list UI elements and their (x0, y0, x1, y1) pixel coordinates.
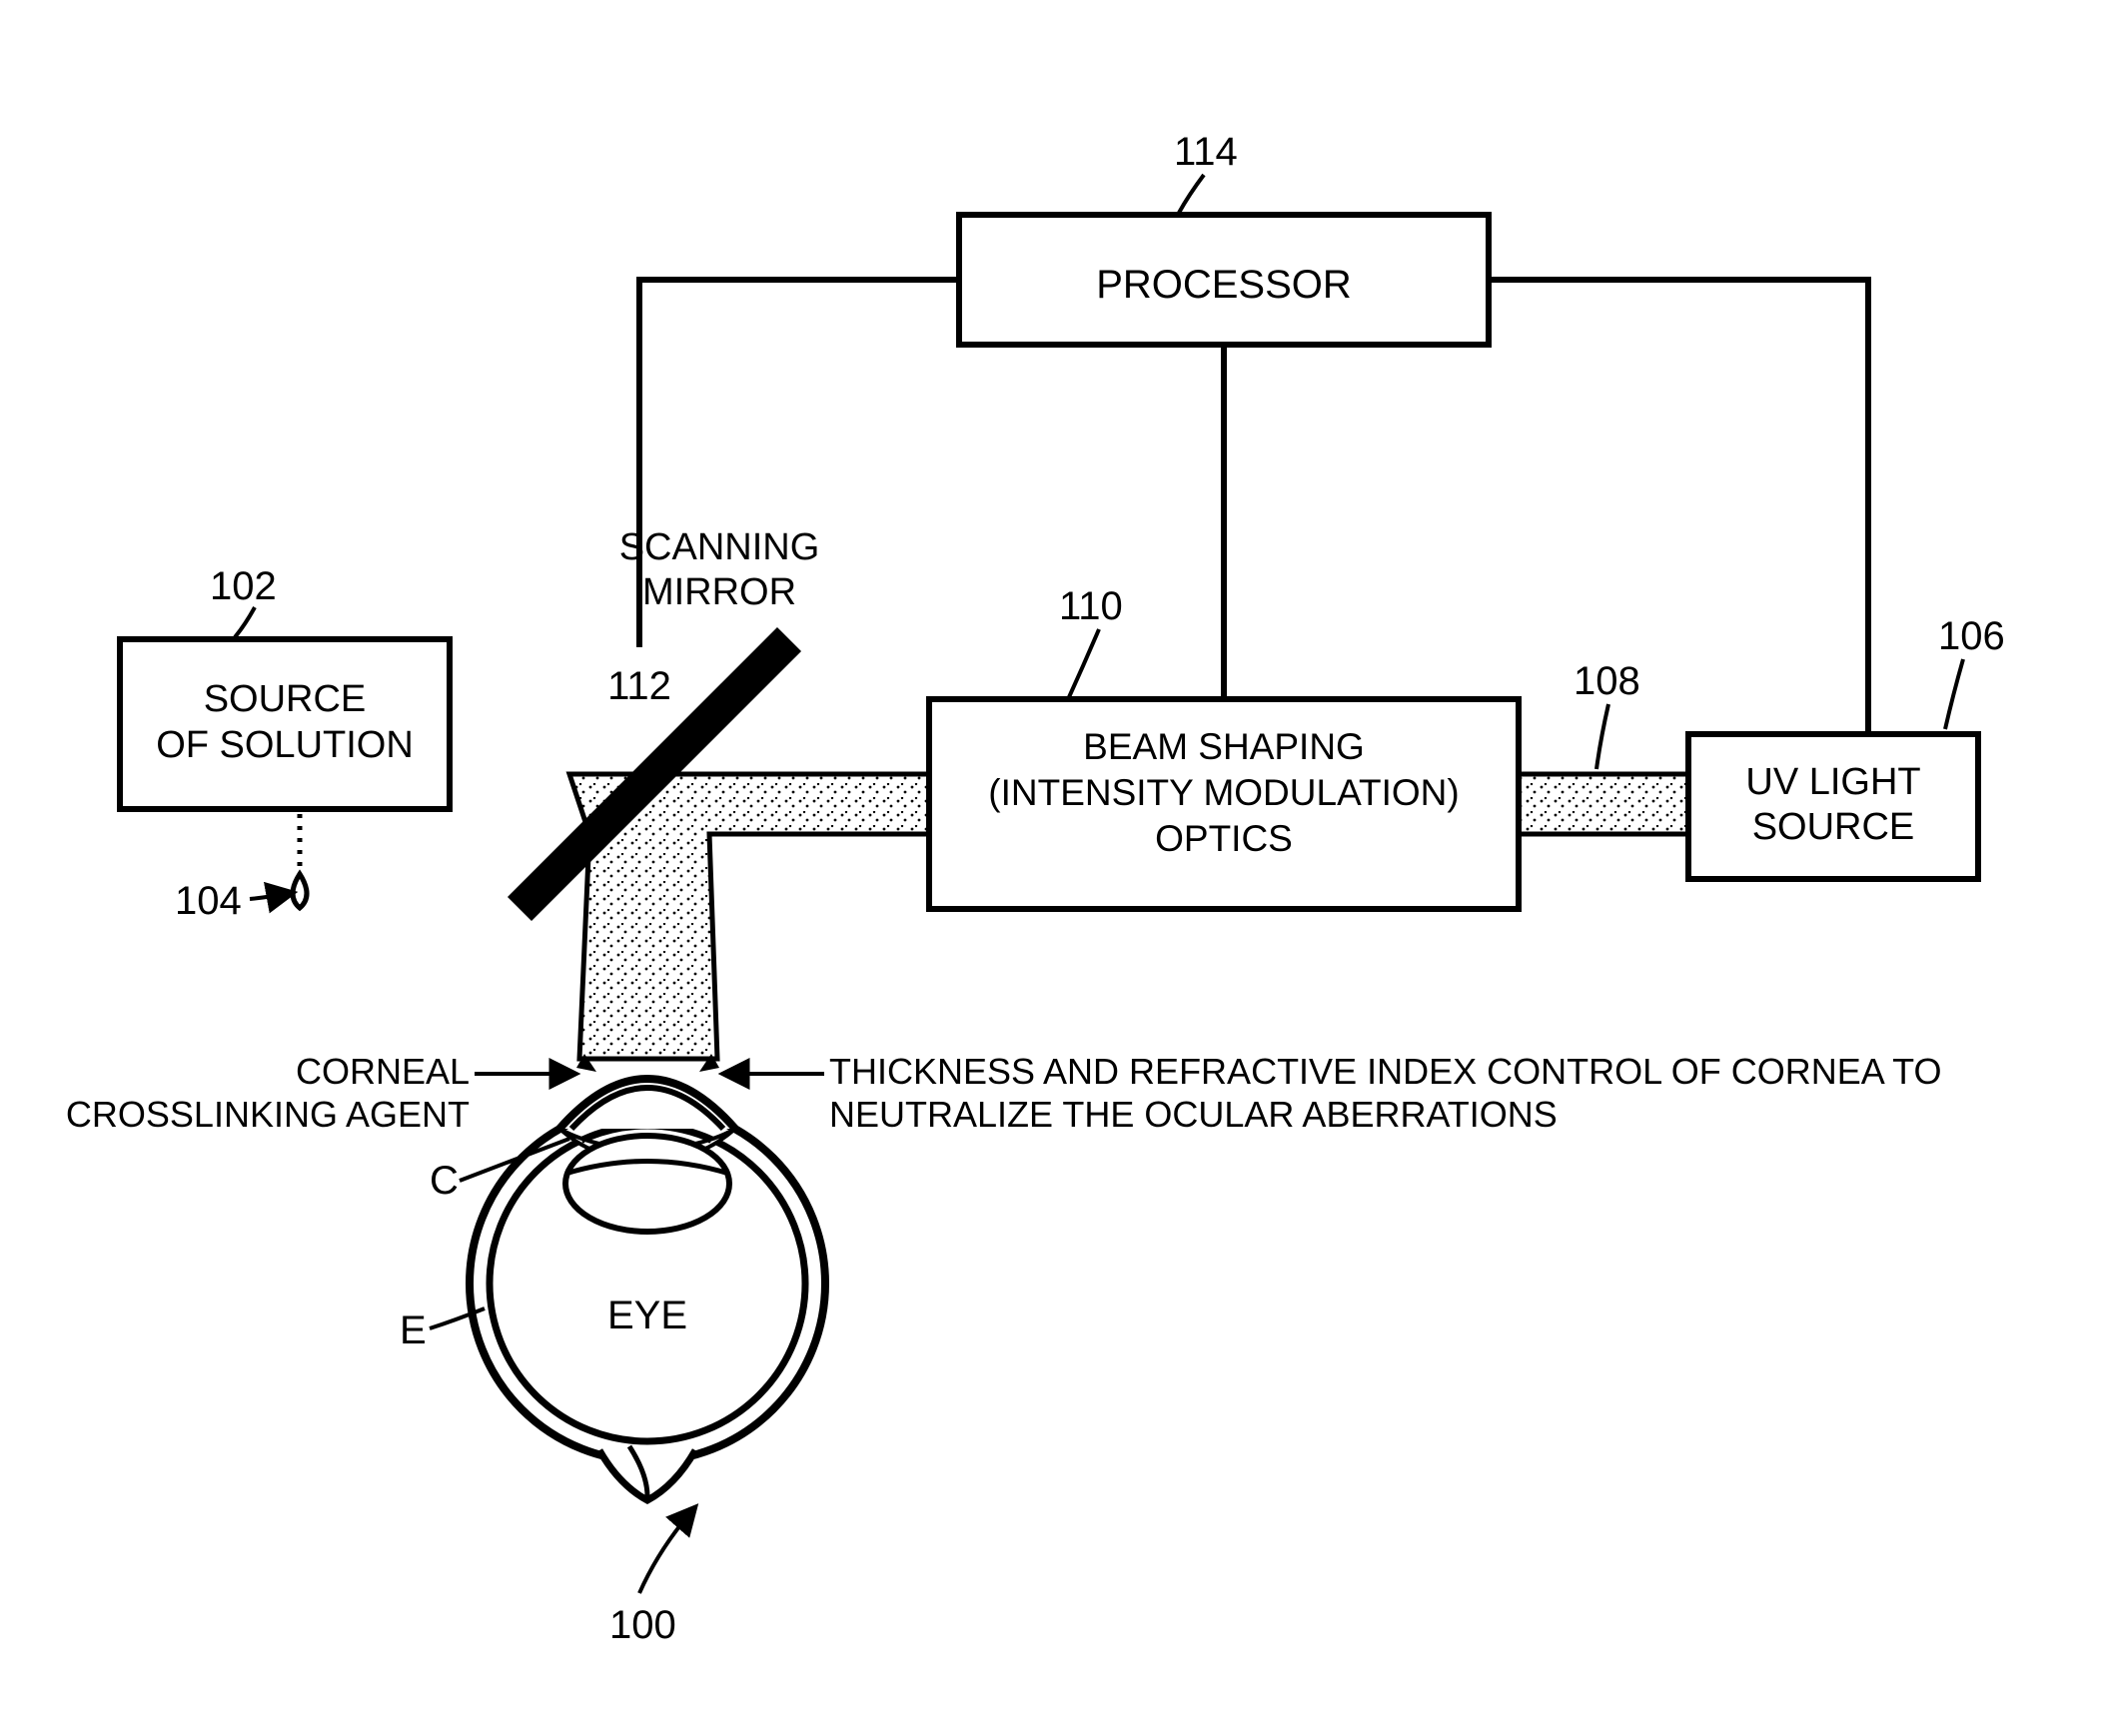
ref-102: 102 (210, 564, 277, 608)
source-line1: SOURCE (204, 678, 367, 720)
leader-100 (639, 1508, 694, 1593)
ref-110: 110 (1059, 584, 1123, 628)
leader-102 (235, 607, 255, 637)
drop-icon (293, 874, 307, 908)
corneal-l1: CORNEAL (296, 1051, 470, 1092)
ref-100: 100 (609, 1603, 676, 1647)
beam-shaping-box: BEAM SHAPING (INTENSITY MODULATION) OPTI… (929, 699, 1519, 909)
corneal-l2: CROSSLINKING AGENT (66, 1094, 470, 1135)
scanning-mirror-l2: MIRROR (642, 571, 796, 613)
thick-l2: NEUTRALIZE THE OCULAR ABERRATIONS (829, 1094, 1558, 1135)
uv-line2: SOURCE (1752, 806, 1915, 848)
leader-106 (1945, 659, 1963, 729)
conn-processor-right (1489, 280, 1868, 734)
ref-104: 104 (175, 879, 242, 923)
eye-label: EYE (607, 1294, 687, 1337)
source-of-solution-box: SOURCE OF SOLUTION (120, 639, 450, 809)
leader-114 (1179, 175, 1204, 213)
leader-108 (1596, 704, 1608, 769)
ref-E: E (400, 1308, 427, 1352)
processor-box: PROCESSOR (959, 215, 1489, 345)
thick-l1: THICKNESS AND REFRACTIVE INDEX CONTROL O… (829, 1051, 1942, 1092)
beam-line2: (INTENSITY MODULATION) (988, 772, 1459, 813)
scanning-mirror-l1: SCANNING (619, 526, 820, 568)
ref-108: 108 (1574, 659, 1640, 703)
ref-C: C (430, 1159, 459, 1203)
uv-line1: UV LIGHT (1745, 761, 1920, 803)
eye-graphic: EYE (470, 1079, 825, 1500)
uv-source-box: UV LIGHT SOURCE (1688, 734, 1978, 879)
beam-uv-to-optics (1519, 774, 1688, 834)
ref-112: 112 (607, 664, 671, 708)
leader-110 (1069, 629, 1099, 697)
beam-line1: BEAM SHAPING (1083, 726, 1365, 767)
leader-104 (250, 893, 292, 899)
beam-line3: OPTICS (1155, 818, 1293, 859)
source-line2: OF SOLUTION (156, 724, 414, 766)
ref-106: 106 (1938, 614, 2005, 658)
ref-114: 114 (1174, 130, 1238, 174)
processor-label: PROCESSOR (1096, 263, 1352, 307)
